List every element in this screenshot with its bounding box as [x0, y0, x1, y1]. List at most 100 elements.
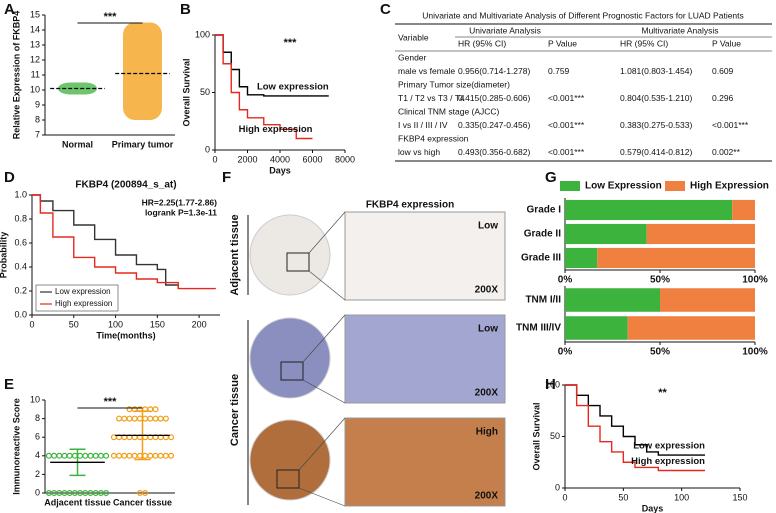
dot — [121, 415, 128, 422]
magnification: 200X — [475, 491, 499, 502]
survival-curve — [565, 384, 705, 456]
y-tick-label: 0 — [555, 482, 560, 492]
table-header: P Value — [712, 38, 741, 48]
panel-label: C — [380, 1, 391, 18]
table-cell: <0.001*** — [548, 93, 585, 103]
y-tick-label: 50 — [550, 431, 560, 441]
table-cell: <0.001*** — [712, 120, 749, 130]
dot — [126, 452, 133, 459]
group-label: Cancer tissue — [229, 374, 241, 446]
dot — [168, 434, 175, 441]
x-tick-label: 150 — [150, 319, 165, 329]
panel-label: B — [180, 1, 191, 18]
x-axis-label: Days — [642, 503, 664, 513]
x-tick-label: 6000 — [302, 154, 322, 164]
x-tick-label: 100% — [742, 275, 768, 286]
y-tick-label: 50 — [200, 87, 210, 97]
bar-segment — [660, 288, 755, 312]
dot — [131, 415, 138, 422]
survival-curve — [565, 384, 705, 472]
x-tick-label: 0 — [212, 154, 217, 164]
bar-segment — [565, 223, 647, 245]
x-tick-label: Cancer tissue — [113, 497, 172, 507]
survival-curve — [215, 34, 313, 140]
tissue-images: FKBP4 expression Adjacent tissue Cancer … — [229, 200, 506, 507]
legend-label: Low expression — [55, 287, 111, 296]
annotation: HR=2.25(1.77-2.86) — [142, 197, 218, 207]
y-tick-label: TNM I/II — [525, 295, 561, 306]
y-tick-label: 4 — [35, 450, 40, 460]
y-tick-label: TNM III/IV — [516, 323, 561, 334]
dot — [162, 452, 169, 459]
y-tick-label: 8 — [35, 114, 40, 124]
y-tick-label: 0.0 — [14, 309, 27, 319]
table-header: HR (95% CI) — [458, 38, 506, 48]
x-tick-label: 2000 — [237, 154, 257, 164]
magnification: 200X — [475, 285, 499, 296]
dot — [121, 452, 128, 459]
y-tick-label: 0 — [35, 487, 40, 497]
dot — [92, 452, 99, 459]
dot — [136, 452, 143, 459]
table-cell: low vs high — [398, 147, 440, 157]
table-cell: Clinical TNM stage (AJCC) — [398, 106, 500, 116]
significance: *** — [104, 396, 118, 408]
y-tick-label: 11 — [31, 69, 40, 79]
table-cell: 0.609 — [712, 66, 734, 76]
table-cell: 0.002** — [712, 147, 741, 157]
panel-label: H — [545, 376, 556, 393]
dot — [56, 452, 63, 459]
x-axis-label: Time(months) — [96, 330, 155, 340]
x-tick-label: Primary tumor — [112, 139, 174, 149]
table-group: Multivariate Analysis — [641, 25, 718, 35]
dot — [126, 415, 133, 422]
table-cell: Primary Tumor size(diameter) — [398, 79, 510, 89]
legend-label: Low expression — [633, 441, 705, 452]
bar-segment — [646, 223, 755, 245]
survival-curve — [32, 194, 216, 290]
table-header: Variable — [398, 32, 429, 42]
annotation: logrank P=1.3e-11 — [145, 207, 217, 217]
dot — [45, 452, 52, 459]
dot — [152, 452, 159, 459]
dot — [103, 490, 110, 497]
legend-label: Low expression — [257, 81, 329, 92]
table-cell: 0.759 — [548, 66, 570, 76]
x-tick-label: 4000 — [270, 154, 290, 164]
table-cell: 0.335(0.247-0.456) — [458, 120, 530, 130]
x-tick-label: 0% — [558, 275, 573, 286]
grade-label: High — [476, 427, 498, 438]
x-tick-label: 100% — [742, 347, 768, 358]
table-cell: 0.956(0.714-1.278) — [458, 66, 530, 76]
legend-label: Low Expression — [585, 181, 662, 192]
significance: *** — [104, 11, 118, 23]
y-tick-label: 14 — [30, 24, 40, 34]
table-group: Univariate Analysis — [469, 25, 541, 35]
x-tick-label: 50% — [650, 347, 670, 358]
x-tick-label: 8000 — [335, 154, 355, 164]
y-tick-label: 8 — [35, 413, 40, 423]
dot — [77, 452, 84, 459]
y-tick-label: 0.8 — [14, 213, 27, 223]
table-cell: T1 / T2 vs T3 / T4 — [398, 93, 465, 103]
dot — [147, 452, 154, 459]
y-axis-label: Relative Expression of FKBP4 — [11, 11, 21, 140]
dot — [103, 452, 110, 459]
y-tick-label: 0 — [205, 144, 210, 154]
dot — [162, 415, 169, 422]
y-tick-label: 13 — [30, 39, 40, 49]
legend-swatch — [665, 181, 685, 191]
zoom-connector — [298, 211, 346, 507]
zoom-image — [344, 211, 506, 301]
dot — [66, 452, 73, 459]
bar-segment — [565, 247, 598, 269]
table-cell: 0.296 — [712, 93, 734, 103]
x-axis-label: Days — [269, 165, 291, 175]
y-axis-label: Probability — [0, 232, 8, 279]
significance: ** — [658, 387, 667, 399]
dot — [142, 452, 149, 459]
table-header: HR (95% CI) — [620, 38, 668, 48]
table-header: P Value — [548, 38, 577, 48]
y-tick-label: 1.0 — [14, 189, 27, 199]
table-cell: 0.383(0.275-0.533) — [620, 120, 692, 130]
